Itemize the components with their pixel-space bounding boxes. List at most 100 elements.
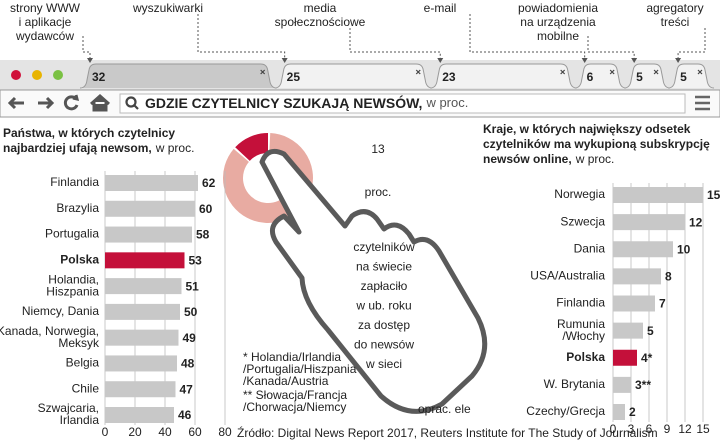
chart-title: Państwa, w których czytelnicy — [3, 126, 175, 140]
tab-value: 32 — [92, 70, 106, 84]
tab-close — [697, 69, 703, 75]
tab-value: 6 — [587, 70, 594, 84]
bar — [105, 200, 195, 217]
window-dot — [11, 70, 21, 80]
value-label: 10 — [677, 242, 691, 256]
label: Czechy/Grecja — [526, 404, 605, 418]
bar — [613, 322, 643, 339]
menu-icon[interactable] — [695, 95, 710, 111]
tab — [79, 63, 277, 89]
x-tick-label: 15 — [696, 422, 710, 436]
label: W. Brytania — [544, 377, 606, 391]
label: strony WWW — [10, 1, 81, 15]
label: Szwecja — [560, 214, 605, 228]
tab — [574, 63, 627, 89]
label: Dania — [574, 241, 606, 255]
chart-title-line: najbardziej ufają newsom, — [3, 141, 152, 155]
label: /Portugalia/Hiszpania — [243, 362, 357, 376]
connector-arrow — [675, 58, 682, 63]
bar — [105, 252, 185, 269]
source: Źródło: Digital News Report 2017, Reuter… — [237, 425, 658, 440]
address-title: GDZIE CZYTELNICY SZUKAJĄ NEWSÓW, — [145, 94, 422, 111]
label: Irlandia — [60, 413, 100, 427]
label: wydawców — [15, 29, 74, 43]
label: w ub. roku — [355, 299, 411, 313]
label: /Kanada/Austria — [243, 374, 329, 388]
value-label: 47 — [180, 382, 194, 396]
label: Niemcy, Dania — [22, 304, 99, 318]
value-label: 51 — [186, 279, 200, 293]
x-tick-label: 0 — [102, 425, 109, 439]
value-label: 2 — [629, 405, 636, 419]
x-tick-label: 20 — [128, 425, 142, 439]
value-label: 49 — [183, 331, 197, 345]
bar — [613, 349, 637, 366]
value-label: 12 — [689, 215, 703, 229]
address-unit: w proc. — [425, 95, 468, 110]
value-label: 50 — [184, 305, 198, 319]
label: Meksyk — [58, 336, 100, 350]
label: treści — [661, 15, 690, 29]
connector — [349, 28, 441, 60]
hand-icon — [259, 148, 488, 414]
value-label: 62 — [202, 176, 216, 190]
tab — [430, 63, 577, 89]
chart-title: newsów online, w proc. — [483, 152, 614, 166]
value-label: 3** — [635, 378, 651, 392]
value-label: 53 — [189, 254, 203, 268]
label: wyszukiwarki — [132, 1, 203, 15]
chart-title: Kraje, w których największy odsetek — [483, 122, 691, 136]
window-dot — [32, 70, 42, 80]
bar — [105, 175, 198, 191]
connector-arrow — [281, 58, 288, 63]
bar — [613, 241, 673, 258]
label: e-mail — [424, 1, 457, 15]
bar — [105, 407, 174, 423]
label: społecznościowe — [275, 15, 366, 29]
label: Hiszpania — [46, 284, 99, 298]
donut-rest — [223, 133, 313, 223]
label: Polska — [60, 253, 99, 267]
tab-close — [415, 69, 421, 75]
label: media — [304, 1, 337, 15]
tab — [274, 63, 433, 89]
connector — [677, 28, 706, 60]
label: na urządzenia — [520, 15, 596, 29]
x-tick-label: 6 — [646, 422, 653, 436]
label: Portugalia — [45, 227, 99, 241]
label: na świecie — [356, 260, 412, 274]
label: czytelników — [353, 240, 415, 254]
label: Norwegia — [554, 187, 605, 201]
label: Belgia — [66, 356, 100, 370]
bar — [613, 376, 631, 393]
chart-title-line: newsów online, — [483, 152, 572, 166]
connector-arrow — [581, 58, 588, 63]
search-box[interactable] — [119, 93, 686, 114]
label: zapłaciło — [361, 279, 408, 293]
x-tick-label: 9 — [664, 422, 671, 436]
label: agregatory — [646, 1, 703, 15]
tab-value: 23 — [442, 70, 456, 84]
label: Szwajcaria, — [38, 401, 99, 415]
connector-arrow — [631, 58, 638, 63]
donut — [223, 133, 313, 223]
search-icon — [125, 96, 139, 110]
label: ** Słowacja/Francja — [243, 388, 347, 402]
label: i aplikacje — [19, 15, 72, 29]
label: Finlandia — [50, 175, 99, 189]
tab-value: 25 — [287, 70, 301, 84]
bar — [613, 295, 655, 312]
tab-value: 5 — [636, 70, 643, 84]
tab-close — [560, 69, 566, 75]
label: Holandia, — [48, 272, 99, 286]
chart-title: najbardziej ufają newsom, w proc. — [3, 141, 194, 155]
bar — [105, 303, 180, 320]
big-unit: proc. — [365, 185, 392, 199]
label: Polska — [566, 350, 605, 364]
label: do newsów — [354, 338, 414, 352]
value-label: 15 — [707, 188, 720, 202]
chart-title: czytelników ma wykupioną subskrypcję — [483, 137, 710, 151]
connector — [587, 36, 635, 60]
bar — [613, 187, 703, 203]
value-label: 48 — [181, 357, 195, 371]
